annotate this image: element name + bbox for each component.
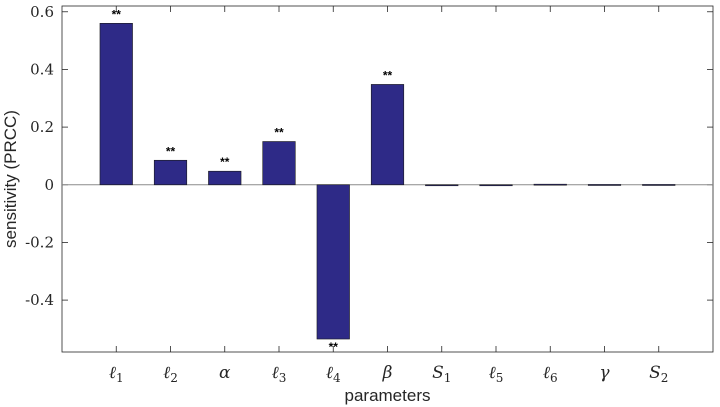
y-tick-label: 0.6 — [30, 3, 54, 21]
bar — [208, 170, 242, 186]
x-tick-label: ℓ3 — [272, 363, 287, 385]
bar — [262, 141, 296, 186]
significance-label: ** — [220, 155, 230, 169]
bar — [587, 184, 622, 186]
y-tick-label: -0.4 — [25, 291, 54, 309]
y-tick-label: 0 — [44, 176, 54, 194]
bar — [370, 84, 405, 186]
significance-labels: ************ — [112, 7, 393, 354]
significance-label: ** — [383, 68, 393, 82]
x-axis: ℓ1 ℓ2 α ℓ3 ℓ4 β S1 ℓ5 ℓ6 γ S2 — [109, 6, 668, 385]
bar — [425, 184, 459, 187]
x-tick-label: ℓ2 — [163, 363, 178, 385]
x-tick-label: S1 — [432, 363, 451, 385]
y-tick-label: -0.2 — [25, 233, 54, 251]
significance-label: ** — [274, 126, 284, 140]
bars — [99, 22, 676, 340]
y-tick-label: 0.2 — [30, 118, 54, 136]
x-tick-label: ℓ4 — [326, 363, 341, 385]
y-tick-label: 0.4 — [30, 60, 54, 78]
x-tick-label: β — [382, 363, 393, 383]
y-axis-title: sensitivity (PRCC) — [1, 110, 20, 248]
x-tick-label: ℓ1 — [109, 363, 124, 385]
significance-label: ** — [112, 7, 122, 21]
bar — [479, 184, 513, 187]
y-axis: -0.4 -0.2 0 0.2 0.4 0.6 — [25, 3, 713, 309]
x-tick-label: ℓ6 — [543, 363, 558, 385]
bar — [642, 184, 676, 186]
significance-label: ** — [166, 144, 176, 158]
x-tick-label: γ — [599, 363, 610, 383]
x-tick-label: ℓ5 — [489, 363, 504, 385]
x-tick-label: α — [219, 363, 231, 383]
bar — [99, 22, 133, 186]
bar — [533, 183, 567, 186]
bar — [316, 184, 350, 340]
x-tick-label: S2 — [649, 363, 668, 385]
x-axis-title: parameters — [345, 386, 431, 405]
bar — [153, 159, 188, 186]
